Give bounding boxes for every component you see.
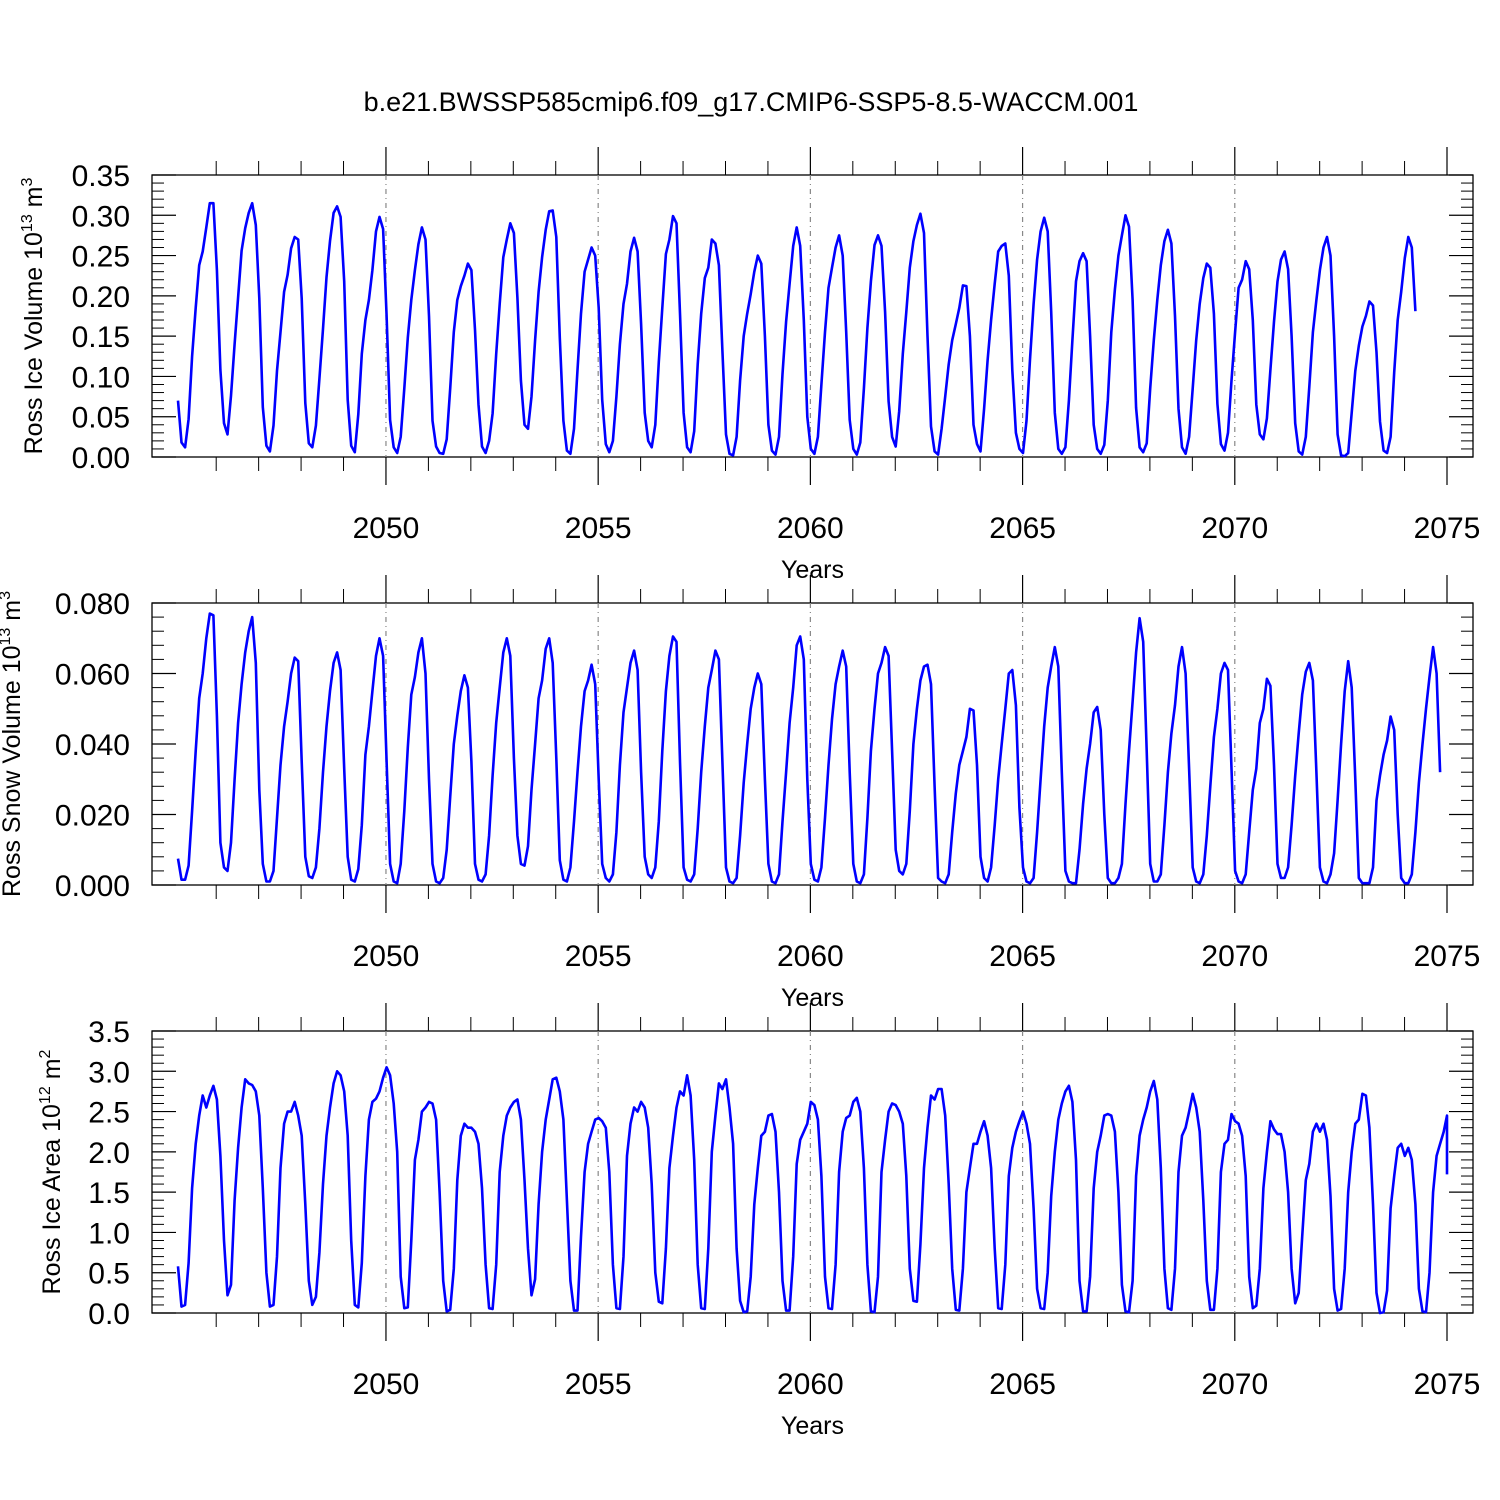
- y-tick-label: 1.0: [88, 1217, 130, 1250]
- y-tick-label: 0.20: [72, 281, 130, 314]
- panel-ice-area: 0.0 0.5 1.0 1.5 2.0 2.5 3.0 3.5 2050 2055 2060 2065…: [37, 1003, 1480, 1440]
- y-tick-label: 0.15: [72, 321, 130, 354]
- x-axis-label: Years: [781, 984, 844, 1012]
- x-tick-label: 2075: [1414, 512, 1481, 545]
- panel-snow-volume: 0.000 0.020 0.040 0.060 0.080 2050 2055 2060 206…: [0, 575, 1480, 1012]
- y-tick-label: 3.0: [88, 1056, 130, 1089]
- y-tick-label: 0.25: [72, 241, 130, 274]
- x-tick-label: 2050: [353, 1368, 420, 1401]
- y-tick-label: 0.05: [72, 402, 130, 435]
- y-tick-label: 0.0: [88, 1298, 130, 1331]
- y-axis-label: Ross Snow Volume 1013 m3: [0, 591, 26, 897]
- plot-frame: [151, 1030, 1474, 1314]
- y-tick-label: 0.35: [72, 160, 130, 193]
- y-tick-label: 0.5: [88, 1258, 130, 1291]
- x-axis-label: Years: [781, 556, 844, 584]
- plot-frame: [151, 174, 1474, 458]
- y-tick-label: 1.5: [88, 1177, 130, 1210]
- x-tick-label: 2065: [989, 512, 1056, 545]
- x-tick-label: 2055: [565, 512, 632, 545]
- x-tick-label: 2070: [1201, 1368, 1268, 1401]
- y-tick-label: 3.5: [88, 1016, 130, 1049]
- y-tick-label: 0.00: [72, 442, 130, 475]
- x-tick-label: 2060: [777, 940, 844, 973]
- y-tick-label: 0.080: [55, 588, 130, 621]
- y-tick-label: 0.30: [72, 200, 130, 233]
- x-tick-label: 2075: [1414, 940, 1481, 973]
- x-tick-label: 2070: [1201, 940, 1268, 973]
- x-tick-label: 2065: [989, 940, 1056, 973]
- x-tick-label: 2070: [1201, 512, 1268, 545]
- figure-title: b.e21.BWSSP585cmip6.f09_g17.CMIP6-SSP5-8…: [364, 87, 1139, 117]
- x-tick-label: 2050: [353, 940, 420, 973]
- y-tick-label: 2.0: [88, 1137, 130, 1170]
- y-axis-label: Ross Ice Area 1012 m2: [37, 1049, 66, 1294]
- y-tick-label: 0.040: [55, 729, 130, 762]
- data-series-line: [176, 1066, 1449, 1315]
- x-axis-label: Years: [781, 1412, 844, 1440]
- y-tick-label: 2.5: [88, 1097, 130, 1130]
- x-tick-label: 2060: [777, 1368, 844, 1401]
- panel-ice-volume: 0.00 0.05 0.10 0.15 0.20 0.25 0.30 0.35 2050 2055…: [19, 147, 1480, 584]
- y-tick-label: 0.020: [55, 800, 130, 833]
- data-series-line: [176, 201, 1417, 458]
- y-tick-label: 0.060: [55, 659, 130, 692]
- y-tick-label: 0.000: [55, 870, 130, 903]
- x-tick-label: 2075: [1414, 1368, 1481, 1401]
- x-tick-label: 2050: [353, 512, 420, 545]
- y-tick-label: 0.10: [72, 361, 130, 394]
- y-axis-label: Ross Ice Volume 1013 m3: [19, 177, 48, 454]
- x-tick-label: 2055: [565, 940, 632, 973]
- x-tick-label: 2055: [565, 1368, 632, 1401]
- x-tick-label: 2060: [777, 512, 844, 545]
- x-tick-label: 2065: [989, 1368, 1056, 1401]
- data-series-line: [176, 612, 1442, 885]
- plot-frame: [151, 602, 1474, 886]
